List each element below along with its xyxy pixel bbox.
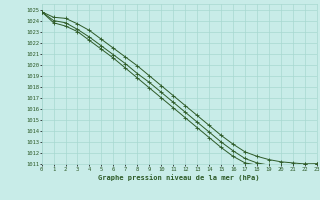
X-axis label: Graphe pression niveau de la mer (hPa): Graphe pression niveau de la mer (hPa) xyxy=(99,175,260,181)
